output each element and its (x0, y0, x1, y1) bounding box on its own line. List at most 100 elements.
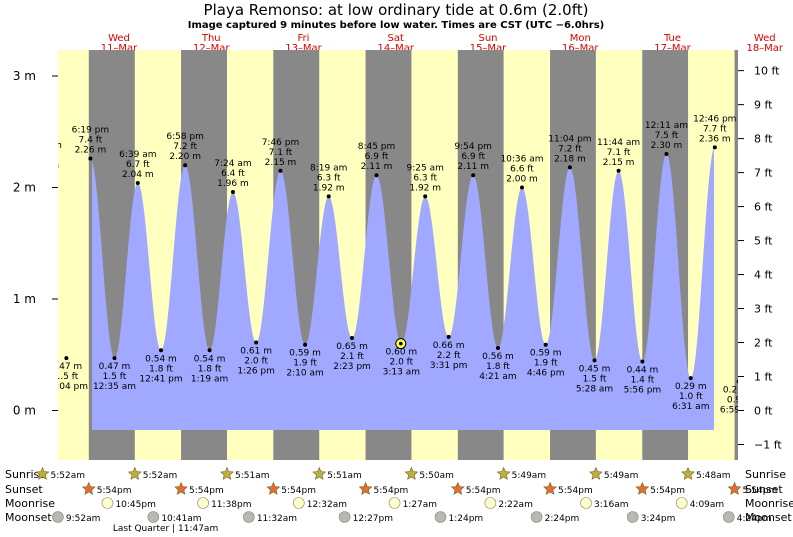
tide-points (64, 145, 738, 384)
moonset-icon (147, 511, 160, 523)
day-date: 14–Mar (377, 43, 414, 54)
tide-curve (92, 148, 714, 430)
y-tick-label-ft: −1 ft (754, 438, 782, 451)
tide-label-line: 8:19 am (310, 163, 347, 173)
tide-point (374, 173, 379, 178)
tide-label-line: 1.5 ft (55, 372, 79, 382)
tide-label-line: 1.9 ft (534, 359, 558, 369)
tide-label-line: 6.3 ft (317, 173, 341, 183)
day-date: 12–Mar (193, 43, 230, 54)
tide-label-line: 1.8 ft (149, 364, 173, 374)
tide-point (303, 342, 308, 347)
moonrise-icon (101, 497, 114, 509)
tide-point (64, 356, 69, 361)
tide-label-high: 7:24 am6.4 ft1.96 m (214, 159, 251, 189)
tide-label-line: 5:28 am (576, 384, 613, 394)
sunrise-icon (681, 466, 695, 480)
chart-title: Playa Remonso: at low ordinary tide at 0… (204, 1, 589, 19)
tide-label-low: 0.54 m1.8 ft1:19 am (191, 354, 228, 384)
tide-label-line: 5:56 pm (624, 385, 662, 395)
moonrise-row-label: Moonrise (5, 497, 55, 510)
tide-label-line: 0.47 m (99, 362, 131, 372)
current-tide-marker-center (398, 341, 403, 346)
tide-label-line: 7.2 ft (558, 144, 582, 154)
tide-label-line: 0.44 m (627, 365, 659, 375)
tide-point (183, 163, 188, 168)
sunset-row-label: Sunset (5, 483, 43, 496)
tide-label-line: 1:26 pm (237, 366, 275, 376)
moonset-icon (243, 511, 255, 523)
tide-label-line: 0.47 m (51, 362, 83, 372)
sunrise-time: 5:49am (604, 471, 639, 481)
tide-label-low: 0.59 m1.9 ft4:46 pm (527, 349, 565, 379)
tide-label-high: 11:44 am7.1 ft2.15 m (597, 138, 640, 168)
moonset-time: 9:52am (66, 514, 101, 524)
tide-label-line: 7:24 am (214, 159, 251, 169)
sunrise-icon (35, 466, 50, 480)
tide-label-line: 2:10 am (286, 369, 323, 379)
tide-point (278, 168, 283, 173)
tide-point (712, 145, 717, 150)
tide-label-line: 4:21 am (479, 372, 516, 382)
tide-label-line: 6:59 pm (720, 406, 758, 416)
tide-label-line: 0.45 m (579, 364, 611, 374)
tide-label-line: 1.9 ft (293, 359, 317, 369)
tide-label-line: 2.18 m (554, 154, 586, 164)
tide-point (135, 181, 140, 186)
tide-point (230, 189, 235, 194)
tide-label-high: 8:19 am6.3 ft1.92 m (310, 163, 347, 193)
tide-label-line: 3:31 pm (430, 361, 468, 371)
tide-label-high: 6:19 pm7.4 ft2.26 m (72, 126, 110, 156)
tide-label-high: 9:25 am6.3 ft1.92 m (407, 163, 444, 193)
tide-label-line: 1:19 am (191, 374, 228, 384)
y-tick-label-m: 2 m (13, 181, 36, 195)
tide-label-line: 2.15 m (265, 158, 297, 168)
moonrise-row-label-right: Moonrise (745, 497, 793, 510)
moonset-icon (626, 511, 639, 523)
y-axis-feet: −1 ft 0 ft 1 ft 2 ft 3 ft 4 ft 5 ft 6 ft 7 ft 8 f… (738, 65, 782, 451)
tide-label-line: 0.66 m (433, 341, 465, 351)
sunrise-row-label: Sunrise (5, 468, 46, 481)
day-name: Wed (108, 33, 130, 44)
tide-label-line: 6:58 pm (166, 132, 204, 142)
tide-label-line: 6.3 ft (413, 173, 437, 183)
sunrise-time: 5:51am (235, 471, 270, 481)
tide-point (688, 376, 693, 381)
chart-subtitle: Image captured 9 minutes before low wate… (188, 20, 604, 31)
tide-point (736, 379, 738, 384)
sunrise-time: 5:50am (419, 471, 454, 481)
tide-area (92, 148, 714, 430)
tide-label-line: 6:31 am (672, 402, 709, 412)
tide-point (88, 156, 93, 161)
tide-point (640, 359, 645, 364)
tide-label-line: 2.30 m (651, 141, 683, 151)
y-tick-label-ft: 9 ft (754, 99, 773, 112)
tide-point (350, 336, 355, 341)
moonset-icon (530, 511, 543, 523)
y-axis-meters: 0 m 1 m 2 m 3 m (13, 69, 58, 418)
moonset-time: 1:24pm (449, 514, 484, 524)
y-tick-label-ft: 0 ft (754, 405, 773, 418)
tide-label-line: 0.59 m (530, 349, 562, 359)
tide-label-high: 7:46 pm7.1 ft2.15 m (262, 138, 300, 168)
tide-label-low: 0.26 m0.9 ft6:59 pm (720, 386, 758, 416)
tide-label-high: 10:36 am6.6 ft2.00 m (500, 155, 543, 185)
tide-label-line: 0.61 m (240, 346, 272, 356)
moonset-icon (434, 511, 447, 523)
tide-label-line: 7.1 ft (269, 148, 293, 158)
tide-label-low: 0.59 m1.9 ft2:10 am (286, 349, 323, 379)
y-tick-label-ft: 1 ft (754, 371, 773, 384)
tide-point (495, 346, 500, 351)
tide-label-line: 6.6 ft (510, 165, 534, 175)
tide-point (664, 152, 669, 157)
y-tick-label-m: 1 m (13, 292, 36, 306)
tide-point (616, 168, 621, 173)
tide-label-line: 7.2 ft (173, 142, 197, 152)
moonset-time: 11:32am (257, 514, 297, 524)
tide-label-line: 1.5 ft (583, 374, 607, 384)
y-tick-label-ft: 3 ft (754, 303, 773, 316)
